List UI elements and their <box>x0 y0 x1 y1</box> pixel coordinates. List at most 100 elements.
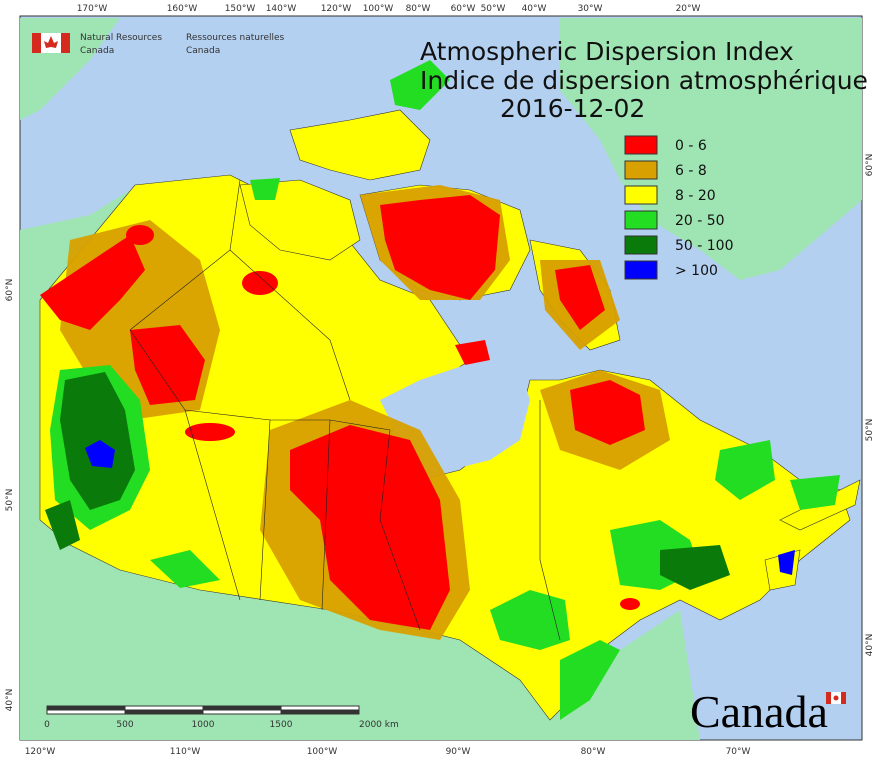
graticule-label: 20°W <box>676 4 701 14</box>
scale-segment <box>280 705 360 711</box>
graticule-label: 90°W <box>446 747 471 757</box>
legend-swatch <box>624 185 658 205</box>
graticule-label: 140°W <box>266 4 297 14</box>
graticule-label: 40°W <box>522 4 547 14</box>
scale-label: 500 <box>116 720 133 730</box>
scale-segment <box>202 709 282 715</box>
blue-zone-shape <box>85 440 115 468</box>
legend-label: 50 - 100 <box>675 238 734 254</box>
agency-name-en: Canada <box>80 46 114 56</box>
blue-zone-shape <box>778 550 795 575</box>
agency-logo-shape <box>44 36 58 48</box>
scale-segment <box>46 709 126 715</box>
red-zone-shape <box>570 380 645 445</box>
legend-swatch <box>624 210 658 230</box>
legend-label: 8 - 20 <box>675 188 716 204</box>
red-zone-shape <box>242 271 278 295</box>
graticule-label: 70°W <box>726 747 751 757</box>
green-zone-shape <box>490 590 570 650</box>
legend-swatch <box>624 235 658 255</box>
hudson-bay-shape <box>460 320 540 360</box>
scale-label: 1000 <box>192 720 215 730</box>
graticule-label: 40°N <box>865 634 875 657</box>
graticule-label: 110°W <box>170 747 201 757</box>
date: 2016-12-02 <box>500 94 645 123</box>
agency-logo-shape <box>32 33 41 53</box>
graticule-label: 50°N <box>865 419 875 442</box>
red-zone-shape <box>380 195 500 300</box>
graticule-label: 80°W <box>581 747 606 757</box>
red-zone-shape <box>555 265 605 330</box>
dark-green-zone <box>45 372 730 590</box>
province-borders-shape <box>539 400 561 641</box>
green-zone-shape <box>250 178 280 200</box>
agency-logo <box>32 33 846 704</box>
title: Atmospheric Dispersion Index <box>420 37 794 66</box>
red-zone-shape <box>455 340 490 365</box>
graticule-label: 60°W <box>451 4 476 14</box>
foreign-land-shape <box>560 18 862 280</box>
graticule-label: 120°W <box>25 747 56 757</box>
red-zone-shape <box>620 598 640 610</box>
graticule-label: 100°W <box>363 4 394 14</box>
legend: 0 - 6 6 - 8 8 - 20 20 - 50 50 - 100 > 100 <box>624 135 734 280</box>
wordmark: Canada <box>690 686 828 737</box>
scale-segment <box>124 705 204 711</box>
dark-green-zone-shape <box>60 372 135 510</box>
graticule-label: 120°W <box>321 4 352 14</box>
dark-green-zone-shape <box>45 500 80 550</box>
scale-segment <box>202 705 282 711</box>
green-zone-shape <box>790 475 840 510</box>
green-zone-shape <box>560 640 620 720</box>
scale-segment <box>280 709 360 715</box>
agency-logo-shape <box>833 695 839 701</box>
province-borders-shape <box>329 419 421 631</box>
legend-label: 0 - 6 <box>675 138 707 154</box>
agency-name-en: Natural Resources <box>80 33 162 43</box>
graticule-label: 170°W <box>77 4 108 14</box>
green-zone-shape <box>390 60 450 110</box>
red-zone <box>40 195 645 630</box>
red-zone-shape <box>185 423 235 441</box>
legend-swatch <box>624 135 658 155</box>
scale-bar: 0 500 1000 1500 2000 km <box>44 705 399 730</box>
red-zone-shape <box>290 425 450 630</box>
graticule: 170°W 160°W 150°W 140°W 120°W 100°W 80°W 60°W 50… <box>5 4 875 757</box>
legend-label: 20 - 50 <box>675 213 725 229</box>
foreign-land-shape <box>20 190 700 740</box>
canada-mainland-shape <box>289 109 431 181</box>
agency-name-fr: Canada <box>186 46 220 56</box>
dark-green-zone-shape <box>660 545 730 590</box>
red-zone-shape <box>40 235 145 330</box>
green-zone-shape <box>715 440 775 500</box>
agency-logo-shape <box>826 692 831 704</box>
title-fr: Indice de dispersion atmosphérique <box>420 66 868 95</box>
graticule-label: 160°W <box>167 4 198 14</box>
legend-label: > 100 <box>675 263 718 279</box>
red-zone-shape <box>126 225 154 245</box>
province-borders-shape <box>229 249 351 401</box>
blue-zone <box>85 440 795 575</box>
scale-segment <box>124 709 204 715</box>
scale-label: 2000 km <box>359 720 399 730</box>
province-borders <box>129 179 561 641</box>
green-zone-shape <box>150 550 220 588</box>
graticule-label: 50°W <box>481 4 506 14</box>
graticule-label: 150°W <box>225 4 256 14</box>
graticule-label: 80°W <box>406 4 431 14</box>
graticule-label: 100°W <box>307 747 338 757</box>
graticule-label: 40°N <box>5 689 15 712</box>
agency-logo-shape <box>841 692 846 704</box>
legend-swatch <box>624 160 658 180</box>
scale-label: 1500 <box>270 720 293 730</box>
legend-label: 6 - 8 <box>675 163 707 179</box>
agency-logo-shape <box>61 33 70 53</box>
legend-swatch <box>624 260 658 280</box>
graticule-label: 60°N <box>865 154 875 177</box>
graticule-label: 50°N <box>5 489 15 512</box>
scale-label: 0 <box>44 720 50 730</box>
graticule-label: 60°N <box>5 279 15 302</box>
